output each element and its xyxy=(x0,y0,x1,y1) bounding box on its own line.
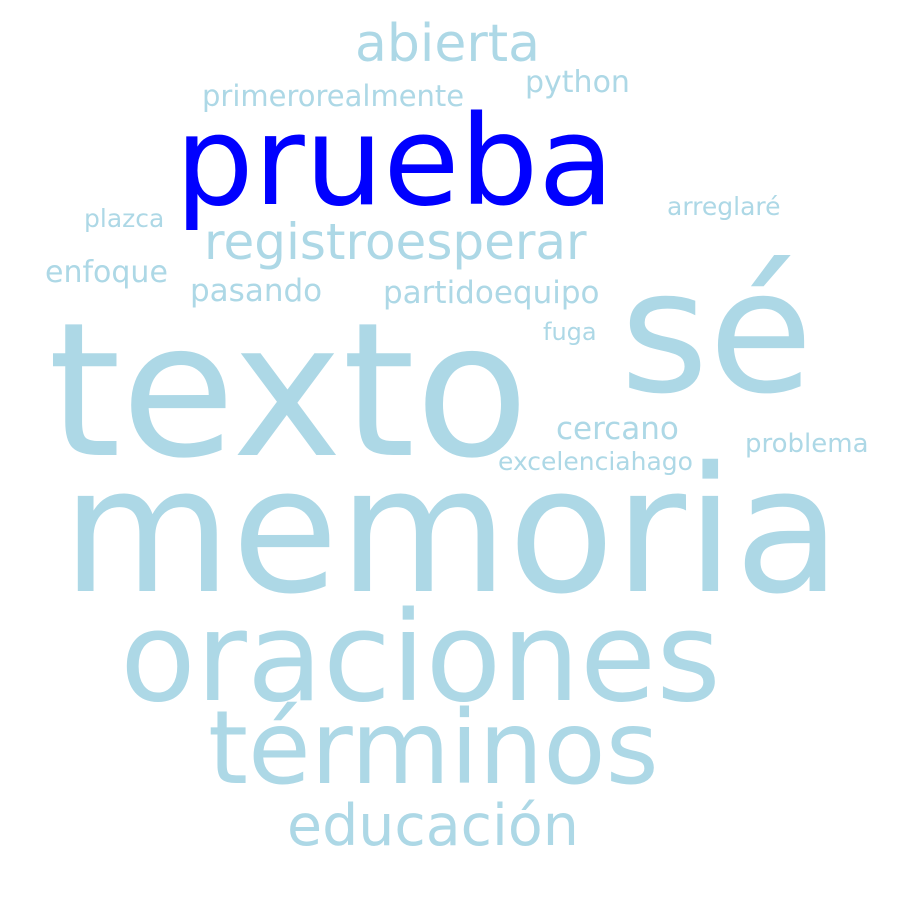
word-excelenciahago: excelenciahago xyxy=(498,447,693,476)
word-arreglare: arreglaré xyxy=(667,192,781,221)
word-educacion: educación xyxy=(287,793,579,859)
word-texto: texto xyxy=(48,282,529,499)
word-abierta: abierta xyxy=(355,14,540,74)
word-plazca: plazca xyxy=(84,204,165,233)
word-partidoequipo: partidoequipo xyxy=(383,275,600,311)
word-python: python xyxy=(525,65,630,100)
word-cercano: cercano xyxy=(556,411,679,447)
word-enfoque: enfoque xyxy=(45,255,168,290)
word-prueba: prueba xyxy=(175,90,615,234)
word-registroesperar: registroesperar xyxy=(204,213,587,271)
word-oraciones: oraciones xyxy=(120,586,721,730)
word-problema: problema xyxy=(745,429,869,459)
word-pasando: pasando xyxy=(190,273,323,309)
word-fuga: fuga xyxy=(543,318,597,346)
word-se: sé xyxy=(620,234,814,432)
word-primerorealmente: primerorealmente xyxy=(202,79,465,113)
word-terminos: términos xyxy=(208,689,659,808)
word-memoria: memoria xyxy=(62,430,842,633)
